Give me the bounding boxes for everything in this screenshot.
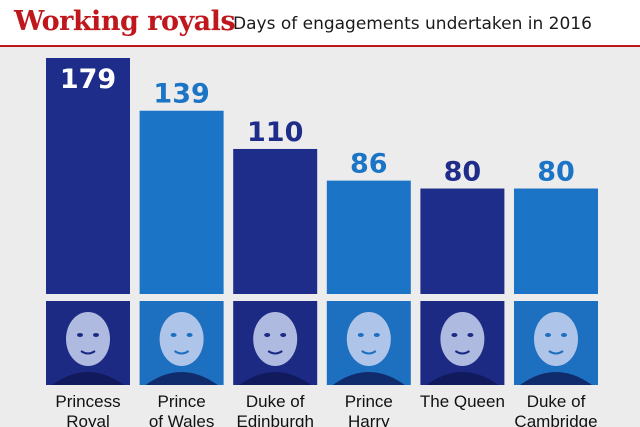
category-label-3-0: Prince (345, 392, 393, 411)
bar-5 (514, 188, 598, 294)
eye-shape (77, 333, 83, 337)
face-shape (440, 312, 485, 366)
mouth-shape (174, 350, 190, 355)
category-label-5-0: Duke of (527, 392, 586, 411)
eye-shape (170, 333, 177, 337)
chart-header: Working royals Days of engagements under… (0, 0, 640, 46)
value-label-3: 86 (350, 149, 388, 180)
chart-panel: 179 Princess Royal 139 Prince of Wales 110 Duke… (0, 47, 640, 427)
bar-4 (420, 188, 505, 294)
eye-shape (467, 333, 474, 337)
category-label-2-1: Edinburgh (236, 412, 314, 427)
portrait-prince-harry (326, 301, 411, 385)
chart-title: Working royals (14, 6, 236, 37)
eye-shape (451, 333, 458, 337)
category-label-2-0: Duke of (246, 392, 305, 411)
eye-shape (373, 333, 380, 337)
eye-shape (280, 333, 287, 337)
eye-shape (264, 333, 271, 337)
bar-3 (326, 180, 411, 294)
mouth-shape (454, 350, 470, 355)
chart-subtitle: Days of engagements undertaken in 2016 (233, 14, 592, 34)
bar-0 (46, 58, 130, 294)
category-label-1-1: of Wales (149, 412, 215, 427)
face-shape (159, 312, 204, 366)
mouth-shape (548, 350, 564, 355)
face-shape (66, 312, 110, 366)
portrait-duke-of-edinburgh (233, 301, 318, 385)
category-label-3-1: Harry (348, 412, 390, 427)
portrait-duke-of-cambridge (514, 301, 598, 385)
value-label-4: 80 (444, 157, 482, 188)
mouth-shape (80, 350, 96, 355)
shoulders-shape (145, 372, 218, 385)
value-label-0: 179 (60, 64, 116, 95)
category-label-0-1: Royal (66, 412, 109, 427)
face-shape (534, 312, 578, 366)
shoulders-shape (52, 372, 124, 385)
eye-shape (561, 333, 567, 337)
shoulders-shape (520, 372, 592, 385)
category-label-4-0: The Queen (420, 392, 505, 411)
eye-shape (545, 333, 551, 337)
value-label-2: 110 (247, 117, 303, 148)
mouth-shape (267, 350, 283, 355)
bar-1 (139, 110, 224, 294)
eye-shape (357, 333, 364, 337)
eye-shape (93, 333, 99, 337)
eye-shape (186, 333, 193, 337)
value-label-5: 80 (537, 157, 575, 188)
portrait-the-queen (420, 301, 505, 385)
category-label-1-0: Prince (158, 392, 206, 411)
shoulders-shape (332, 372, 405, 385)
title-rule (0, 45, 640, 47)
face-shape (346, 312, 391, 366)
mouth-shape (361, 350, 377, 355)
category-label-5-1: Cambridge (514, 412, 597, 427)
category-label-0-0: Princess (55, 392, 120, 411)
portrait-prince-of-wales (139, 301, 224, 385)
shoulders-shape (426, 372, 499, 385)
value-label-1: 139 (153, 79, 209, 110)
face-shape (253, 312, 298, 366)
portrait-princess-royal (46, 301, 130, 385)
bar-2 (233, 148, 318, 294)
shoulders-shape (239, 372, 312, 385)
